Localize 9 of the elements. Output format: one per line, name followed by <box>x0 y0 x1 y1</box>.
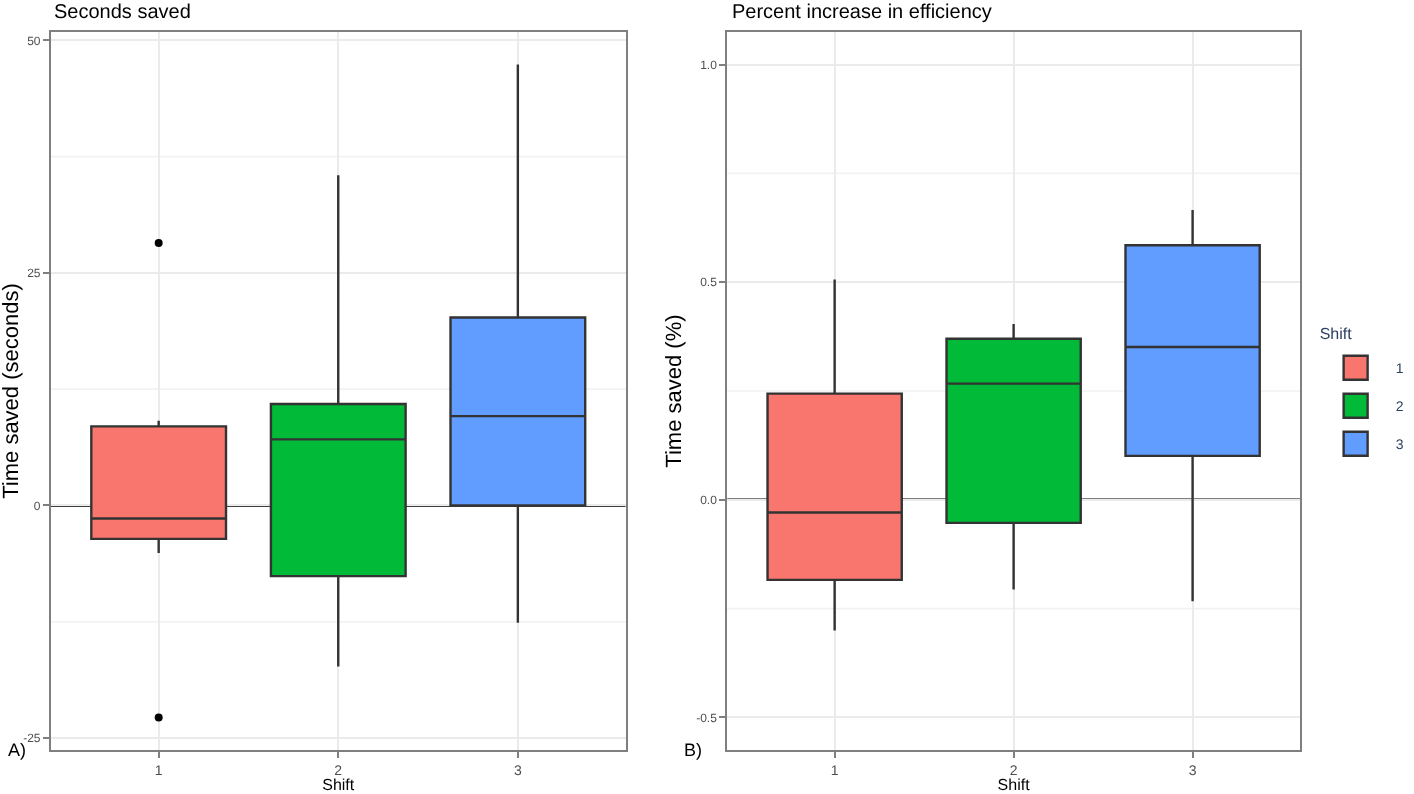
chart-title: Percent increase in efficiency <box>732 2 992 24</box>
chart-title: Seconds saved <box>54 2 191 24</box>
text: B) <box>684 740 703 760</box>
x-axis-title: Shift <box>997 776 1032 794</box>
y-axis-title: Time saved (%) <box>663 314 688 468</box>
x-axis-title: Shift <box>322 776 356 794</box>
y-axis-title: Time saved (seconds) <box>0 283 24 499</box>
legend-title: Shift <box>1319 324 1354 343</box>
text: A) <box>8 740 27 760</box>
